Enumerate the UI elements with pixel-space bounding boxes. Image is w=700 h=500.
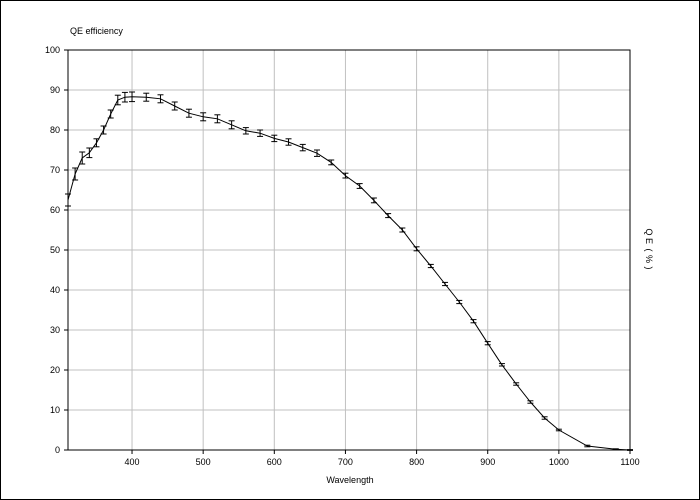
y-axis-label-char: ) bbox=[644, 267, 654, 270]
x-tick-label: 1100 bbox=[620, 457, 639, 467]
y-axis-label: QE (%) bbox=[644, 228, 654, 269]
x-axis-label: Wavelength bbox=[326, 475, 373, 485]
y-tick-label: 0 bbox=[55, 445, 60, 455]
x-tick-label: 1000 bbox=[549, 457, 569, 467]
x-tick-label: 400 bbox=[125, 457, 140, 467]
series-line bbox=[67, 96, 631, 451]
x-axis-ticks: 400 500 600 700 800 900 1000 1100 bbox=[125, 450, 640, 467]
y-tick-label: 70 bbox=[50, 165, 60, 175]
error-bars bbox=[65, 91, 633, 451]
y-tick-label: 40 bbox=[50, 285, 60, 295]
y-axis-label-char: % bbox=[644, 255, 654, 263]
y-tick-label: 80 bbox=[50, 125, 60, 135]
x-tick-label: 700 bbox=[338, 457, 353, 467]
y-tick-label: 10 bbox=[50, 405, 60, 415]
y-tick-label: 50 bbox=[50, 245, 60, 255]
grid bbox=[68, 50, 630, 450]
y-axis-label-char: ( bbox=[644, 249, 654, 252]
y-axis-ticks: 0 10 20 30 40 50 60 70 80 90 100 bbox=[45, 45, 68, 455]
x-tick-label: 900 bbox=[480, 457, 495, 467]
y-axis-label-char: Q bbox=[644, 228, 654, 235]
y-tick-label: 90 bbox=[50, 85, 60, 95]
y-axis-label-char: E bbox=[644, 238, 654, 244]
y-tick-label: 20 bbox=[50, 365, 60, 375]
chart-title: QE efficiency bbox=[70, 26, 123, 36]
y-tick-label: 60 bbox=[50, 205, 60, 215]
y-tick-label: 100 bbox=[45, 45, 60, 55]
x-tick-label: 500 bbox=[196, 457, 211, 467]
x-tick-label: 600 bbox=[267, 457, 282, 467]
y-tick-label: 30 bbox=[50, 325, 60, 335]
x-tick-label: 800 bbox=[409, 457, 424, 467]
